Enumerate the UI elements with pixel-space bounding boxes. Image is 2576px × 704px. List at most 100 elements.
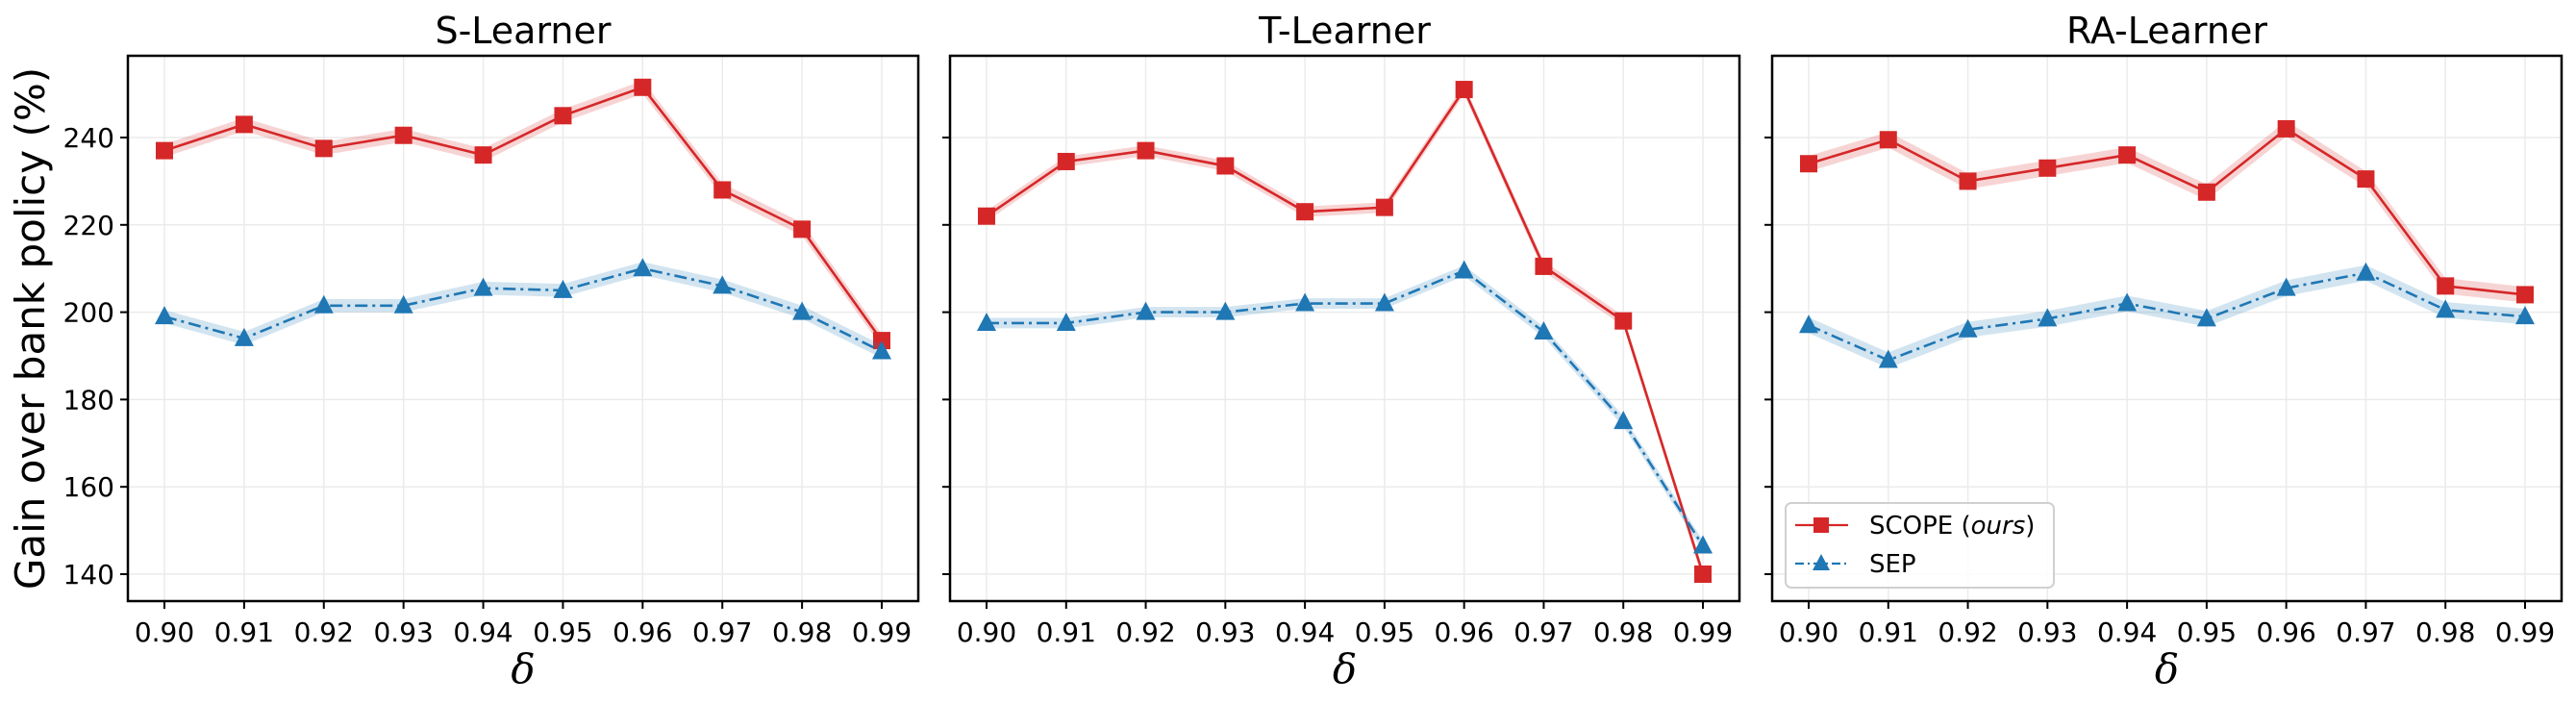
square-marker: [1137, 141, 1155, 160]
panel-title: S-Learner: [435, 10, 611, 52]
triangle-marker: [2276, 277, 2296, 296]
sep-line: [163, 266, 883, 353]
y-tick-label: 200: [63, 297, 114, 329]
triangle-marker: [473, 277, 493, 296]
x-tick-label: 0.98: [772, 616, 832, 648]
y-axis-label: Gain over bank policy (%): [7, 67, 54, 590]
square-marker: [2277, 119, 2295, 138]
triangle-marker: [1958, 318, 1978, 338]
square-marker: [1296, 203, 1314, 221]
confidence-band: [1809, 264, 2525, 368]
x-tick-label: 0.98: [2415, 616, 2475, 648]
triangle-marker: [1056, 312, 1076, 331]
triangle-marker: [393, 294, 413, 314]
triangle-marker: [1136, 301, 1156, 320]
legend: SCOPE (ours) SEP: [1785, 502, 2055, 589]
sep-line: [987, 268, 1705, 547]
square-marker: [713, 181, 732, 199]
x-tick-label: 0.95: [533, 616, 592, 648]
triangle-marker: [792, 301, 813, 320]
x-tick-label: 0.97: [1513, 616, 1573, 648]
panel-title: T-Learner: [1258, 10, 1431, 52]
square-marker: [1057, 152, 1075, 170]
square-marker: [1959, 172, 1977, 190]
square-marker: [978, 207, 995, 225]
square-marker: [554, 107, 572, 125]
square-marker: [1879, 131, 1897, 149]
square-marker: [2437, 277, 2455, 295]
x-axis-label: δ: [1333, 645, 1357, 692]
square-marker: [314, 139, 333, 158]
triangle-marker: [713, 275, 733, 294]
x-tick-label: 0.94: [1275, 616, 1335, 648]
triangle-marker: [234, 327, 254, 346]
square-marker: [156, 141, 173, 160]
square-marker: [1694, 566, 1712, 583]
y-tick-label: 220: [63, 210, 114, 241]
triangle-marker: [2436, 299, 2456, 318]
legend-label: SEP: [1869, 550, 1916, 579]
triangle-marker: [1799, 314, 1818, 334]
x-tick-label: 0.92: [1115, 616, 1175, 648]
triangle-marker: [2356, 262, 2376, 281]
legend-label: SCOPE (ours): [1869, 512, 2035, 541]
square-marker: [873, 332, 890, 350]
x-tick-label: 0.93: [373, 616, 433, 648]
scope-line: [1808, 127, 2526, 296]
x-tick-label: 0.99: [852, 616, 912, 648]
square-marker: [2118, 146, 2137, 164]
square-marker: [1614, 312, 1633, 330]
triangle-marker: [2117, 292, 2138, 312]
x-tick-label: 0.92: [1938, 616, 1997, 648]
legend-square-marker: [1813, 517, 1829, 533]
triangle-marker: [1454, 260, 1474, 279]
square-marker: [474, 146, 492, 164]
x-tick-label: 0.90: [1779, 616, 1838, 648]
triangle-marker: [1295, 292, 1315, 312]
y-tick-label: 160: [63, 471, 114, 503]
y-tick-label: 180: [63, 384, 114, 415]
square-marker: [1216, 157, 1235, 175]
axes-frame: [948, 54, 1741, 603]
x-tick-label: 0.93: [1195, 616, 1255, 648]
triangle-marker: [1374, 292, 1394, 312]
triangle-marker: [1613, 411, 1634, 430]
triangle-marker: [155, 306, 174, 325]
x-axis-label: δ: [2155, 645, 2179, 692]
confidence-band: [164, 262, 882, 359]
triangle-marker: [1215, 301, 1236, 320]
triangle-marker: [2038, 308, 2058, 327]
panel-title: RA-Learner: [2066, 10, 2267, 52]
legend-label-tail: ): [2025, 512, 2035, 541]
x-tick-label: 0.97: [692, 616, 752, 648]
x-tick-label: 0.94: [453, 616, 513, 648]
triangle-marker: [872, 340, 891, 360]
scope-line: [163, 86, 884, 341]
confidence-band: [1809, 120, 2525, 303]
x-tick-label: 0.91: [1037, 616, 1096, 648]
square-marker: [793, 220, 812, 239]
legend-triangle-marker: [1813, 554, 1830, 570]
triangle-marker: [2196, 308, 2216, 327]
triangle-marker: [1693, 535, 1713, 554]
triangle-marker: [1878, 349, 1898, 368]
x-tick-label: 0.98: [1593, 616, 1653, 648]
square-marker: [1535, 257, 1553, 275]
triangle-marker: [313, 294, 334, 314]
x-tick-label: 0.91: [214, 616, 274, 648]
x-tick-label: 0.97: [2336, 616, 2395, 648]
triangle-marker: [977, 312, 996, 331]
square-marker: [1455, 81, 1473, 99]
x-tick-label: 0.91: [1859, 616, 1918, 648]
x-tick-label: 0.96: [613, 616, 672, 648]
axes-frame: [126, 54, 920, 603]
x-tick-label: 0.90: [135, 616, 194, 648]
triangle-marker: [2515, 306, 2535, 325]
square-marker: [1800, 155, 1817, 173]
panel-1: 0.90 0.91 0.92 0.93 0.94 0.95 0.96 0.97 0.98 0.99…: [63, 10, 920, 692]
triangle-marker: [633, 258, 653, 277]
legend-label-italic: ours: [1971, 512, 2026, 541]
x-tick-label: 0.99: [2495, 616, 2555, 648]
x-tick-label: 0.96: [1434, 616, 1493, 648]
square-marker: [2038, 159, 2057, 177]
